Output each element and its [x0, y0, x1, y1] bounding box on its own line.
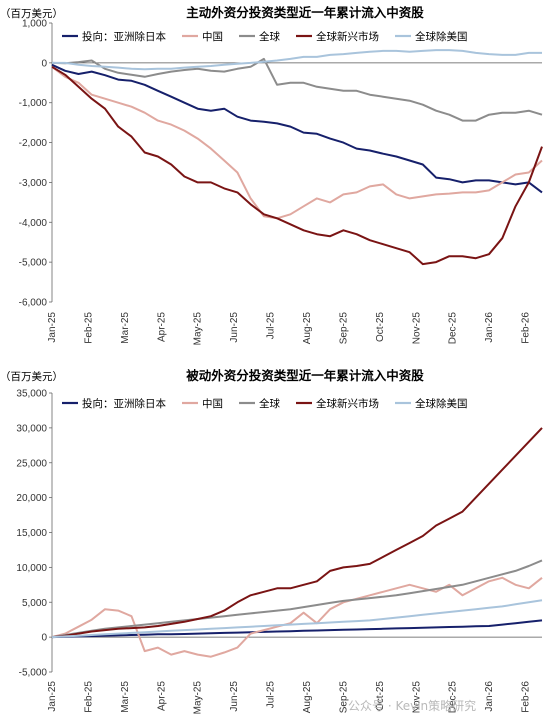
legend-label: 中国 [202, 397, 223, 410]
y-tick-label: -1,000 [19, 98, 48, 109]
x-tick-label: Dec-25 [448, 312, 459, 345]
series-line-4 [51, 599, 543, 639]
y-tick-label: -3,000 [19, 178, 48, 189]
y-tick-label: -2,000 [19, 138, 48, 149]
series-line-3 [51, 65, 543, 266]
legend-item-2: 全球 [239, 397, 280, 410]
legend-item-4: 全球除美国 [395, 30, 468, 43]
x-tick-label: Jun-25 [229, 681, 240, 712]
x-tick-label: Jun-25 [229, 312, 240, 343]
x-tick-label: Mar-25 [120, 312, 131, 344]
legend: 投向：亚洲除日本 中国 全球 全球新兴市场 全球除美国 [62, 397, 468, 410]
legend-label: 全球除美国 [415, 30, 468, 43]
x-tick-label: Feb-25 [83, 312, 94, 344]
legend-item-0: 投向：亚洲除日本 [62, 397, 166, 410]
x-tick-label: Jul-25 [266, 312, 277, 340]
y-tick-label: -5,000 [19, 258, 48, 269]
y-tick-label: 15,000 [16, 528, 47, 539]
series-line-2 [51, 559, 543, 639]
x-tick-label: Aug-25 [302, 312, 313, 345]
y-tick-label: 5,000 [22, 598, 47, 609]
y-tick-label: 25,000 [16, 458, 47, 469]
x-tick-label: Jan-26 [484, 681, 495, 712]
unit-label: （百万美元） [0, 370, 63, 383]
passive-foreign-flows-chart: 被动外资分投资类型近一年累计流入中资股 （百万美元） 35,000 30,000 2… [0, 368, 543, 715]
legend: 投向：亚洲除日本 中国 全球 全球新兴市场 全球除美国 [62, 30, 468, 43]
x-tick-label: Oct-25 [375, 681, 386, 711]
legend-label: 全球 [259, 397, 280, 410]
x-tick-label: May-25 [193, 681, 204, 715]
legend-label: 投向：亚洲除日本 [82, 397, 166, 410]
legend-label: 全球 [259, 30, 280, 43]
legend-item-2: 全球 [239, 30, 280, 43]
y-tick-label: 0 [41, 633, 47, 644]
chart-title: 被动外资分投资类型近一年累计流入中资股 [186, 368, 424, 383]
x-tick-label: Jul-25 [266, 681, 277, 709]
watermark: 公众号 · Kevin策略研究 [348, 699, 477, 713]
legend-label: 投向：亚洲除日本 [82, 30, 166, 43]
x-tick-label: Feb-26 [521, 312, 532, 344]
legend-label: 全球新兴市场 [316, 30, 379, 43]
x-tick-label: Mar-25 [120, 681, 131, 713]
plot-area: 1,000 0 -1,000 -2,000 -3,000 -4,000 -5,000 -6,0… [19, 19, 543, 346]
y-tick-label: 35,000 [16, 389, 47, 400]
series-line-2 [51, 57, 543, 122]
legend-item-3: 全球新兴市场 [296, 397, 379, 410]
x-tick-label: Dec-25 [448, 681, 459, 714]
y-tick-label: -6,000 [19, 298, 48, 309]
y-tick-label: 1,000 [22, 19, 47, 30]
legend-item-4: 全球除美国 [395, 397, 468, 410]
legend-label: 中国 [202, 30, 223, 43]
x-tick-label: Oct-25 [375, 312, 386, 342]
x-tick-label: Aug-25 [302, 681, 313, 714]
chart-title: 主动外资分投资类型近一年累计流入中资股 [186, 5, 424, 20]
series-line-0 [51, 63, 543, 194]
x-tick-label: Nov-25 [411, 312, 422, 345]
legend-item-0: 投向：亚洲除日本 [62, 30, 166, 43]
series-line-3 [51, 427, 543, 639]
y-tick-label: -4,000 [19, 218, 48, 229]
x-tick-label: Sep-25 [338, 681, 349, 714]
x-tick-label: Apr-25 [156, 681, 167, 711]
legend-label: 全球除美国 [415, 397, 468, 410]
y-tick-label: 0 [41, 58, 47, 69]
x-tick-label: Feb-25 [83, 681, 94, 713]
x-tick-label: May-25 [193, 312, 204, 346]
y-tick-label: 20,000 [16, 493, 47, 504]
x-tick-label: Feb-26 [521, 681, 532, 713]
y-tick-label: -5,000 [19, 668, 48, 679]
series-line-1 [51, 66, 543, 220]
x-tick-label: Jan-25 [47, 681, 58, 712]
plot-area: 35,000 30,000 25,000 20,000 15,000 10,000 5,00… [16, 389, 543, 715]
series-line-1 [51, 576, 543, 658]
y-tick-label: 30,000 [16, 423, 47, 434]
y-tick-label: 10,000 [16, 563, 47, 574]
unit-label: （百万美元） [0, 7, 63, 20]
x-tick-label: Jan-25 [47, 312, 58, 343]
x-tick-label: Jan-26 [484, 312, 495, 343]
x-tick-label: Nov-25 [411, 681, 422, 714]
legend-item-1: 中国 [182, 397, 223, 410]
legend-item-1: 中国 [182, 30, 223, 43]
series-line-4 [52, 49, 542, 71]
active-foreign-flows-chart: 主动外资分投资类型近一年累计流入中资股 （百万美元） 1,000 0 -1,000 -… [0, 5, 543, 346]
legend-label: 全球新兴市场 [316, 397, 379, 410]
x-tick-label: Sep-25 [338, 312, 349, 345]
series-line-0 [51, 619, 543, 639]
legend-item-3: 全球新兴市场 [296, 30, 379, 43]
x-tick-label: Apr-25 [156, 312, 167, 342]
